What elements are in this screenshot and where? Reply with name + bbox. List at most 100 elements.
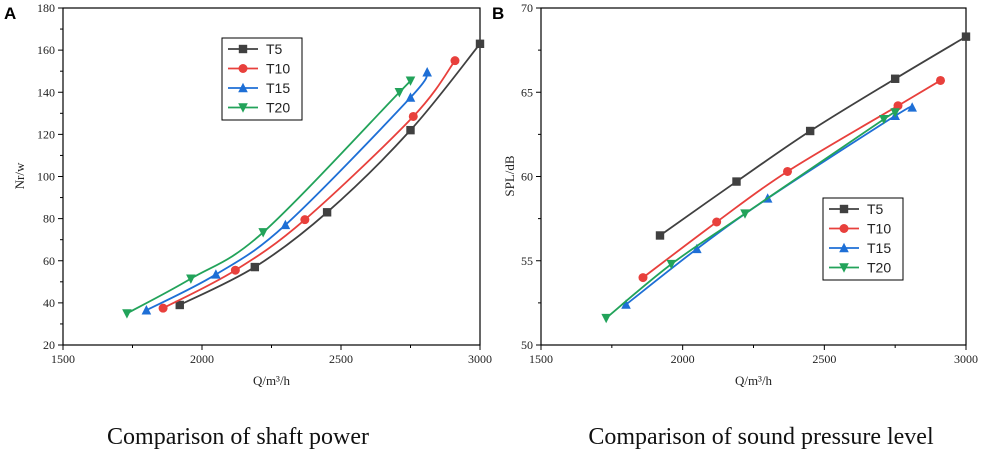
legend: T5 T10 T15 T20 [822, 197, 904, 281]
data-point-t15 [422, 67, 432, 77]
data-point-t20 [740, 209, 750, 219]
series-t20 [601, 108, 900, 324]
data-point-t5 [961, 32, 971, 41]
series-line-t15 [145, 71, 428, 312]
legend-swatch-marker [839, 242, 849, 253]
legend-swatch-marker [839, 263, 849, 273]
data-point-t10 [408, 111, 418, 121]
x-axis-title: Q/m³/h [735, 373, 773, 388]
chart-panel-a: 1500 2000 2500 3000 20 40 60 80 100 120 140 160 180 Q… [4, 1, 492, 450]
data-point-t15 [211, 269, 221, 279]
legend-swatch-marker [238, 82, 248, 93]
y-tick-label: 120 [37, 127, 55, 141]
x-tick-label: 1500 [51, 352, 75, 366]
series-t10 [638, 75, 945, 283]
x-tick-label: 2500 [812, 352, 836, 366]
data-point-t15 [907, 102, 917, 112]
data-point-t10 [783, 166, 792, 176]
y-tick-label: 100 [37, 170, 55, 184]
series-t20 [122, 76, 416, 319]
data-point-t20 [601, 313, 611, 324]
y-axis-title: Nr/w [12, 162, 27, 189]
data-point-t5 [475, 39, 485, 49]
panel-label: B [492, 4, 504, 23]
data-point-t10 [712, 217, 722, 227]
x-tick-label: 1500 [529, 352, 553, 366]
legend-swatch-marker [238, 44, 248, 54]
data-point-t20 [186, 274, 196, 284]
y-tick-label: 40 [43, 296, 55, 310]
data-point-t20 [258, 228, 268, 238]
x-tick-label: 3000 [468, 352, 492, 366]
data-point-t5 [732, 177, 741, 186]
y-tick-label: 55 [521, 254, 533, 268]
x-axis-title: Q/m³/h [253, 373, 291, 388]
legend-label: T5 [266, 41, 283, 57]
y-tick-label: 180 [37, 1, 55, 15]
legend-label: T10 [867, 221, 891, 237]
data-point-t5 [322, 208, 332, 217]
data-point-t5 [890, 74, 900, 83]
y-tick-label: 160 [37, 43, 55, 57]
legend-box [822, 197, 904, 281]
x-tick-label: 2000 [190, 352, 214, 366]
series-t5 [175, 39, 485, 310]
data-point-t15 [405, 92, 416, 102]
y-tick-label: 80 [43, 212, 55, 226]
data-point-t15 [692, 243, 702, 254]
series-t5 [655, 32, 971, 240]
data-point-t20 [122, 309, 132, 319]
data-point-t10 [158, 303, 168, 313]
data-point-t15 [141, 305, 152, 315]
y-axis-title: SPL/dB [502, 155, 517, 197]
legend-swatch-marker [839, 204, 849, 214]
series-t15 [141, 67, 432, 315]
y-tick-label: 20 [43, 338, 55, 352]
legend: T5 T10 T15 T20 [221, 37, 303, 121]
chart-panel-b: 1500 2000 2500 3000 50 55 60 65 70 Q/m³/h SPL/dB B C… [492, 1, 978, 450]
legend-label: T5 [867, 201, 884, 217]
data-point-t5 [175, 300, 184, 310]
x-tick-label: 3000 [954, 352, 978, 366]
data-point-t10 [450, 56, 460, 66]
data-point-t20 [879, 115, 889, 125]
data-point-t15 [621, 299, 631, 309]
data-point-t5 [805, 126, 815, 136]
y-tick-label: 70 [521, 1, 533, 15]
legend-box [221, 37, 303, 121]
data-point-t20 [405, 76, 416, 86]
legend-swatch-marker [238, 103, 248, 113]
y-tick-label: 50 [521, 338, 533, 352]
y-tick-label: 60 [43, 254, 55, 268]
chart-caption: Comparison of shaft power [107, 424, 369, 450]
x-tick-label: 2500 [329, 352, 353, 366]
x-tick-label: 2000 [671, 352, 695, 366]
data-point-t20 [890, 108, 900, 118]
legend-label: T15 [867, 240, 891, 256]
data-point-t15 [280, 219, 291, 230]
y-tick-label: 140 [37, 85, 55, 99]
series-t10 [158, 56, 460, 313]
data-point-t20 [394, 88, 405, 98]
legend-label: T20 [867, 260, 891, 276]
data-point-t10 [936, 75, 945, 85]
y-tick-label: 65 [521, 85, 533, 99]
data-point-t10 [300, 215, 310, 225]
y-tick-label: 60 [521, 170, 533, 184]
series-line-t5 [659, 35, 967, 237]
plot-frame [540, 7, 967, 346]
legend-swatch-marker [238, 64, 248, 73]
data-point-t20 [666, 259, 677, 270]
data-point-t10 [230, 265, 240, 275]
chart-caption: Comparison of sound pressure level [588, 424, 934, 450]
data-point-t5 [406, 125, 415, 135]
legend-label: T15 [266, 80, 290, 96]
data-point-t5 [250, 262, 260, 272]
legend-label: T10 [266, 61, 290, 77]
data-point-t10 [638, 273, 648, 283]
legend-label: T20 [266, 100, 290, 116]
data-point-t10 [893, 101, 903, 111]
panel-label: A [4, 4, 16, 23]
legend-swatch-marker [839, 224, 849, 233]
